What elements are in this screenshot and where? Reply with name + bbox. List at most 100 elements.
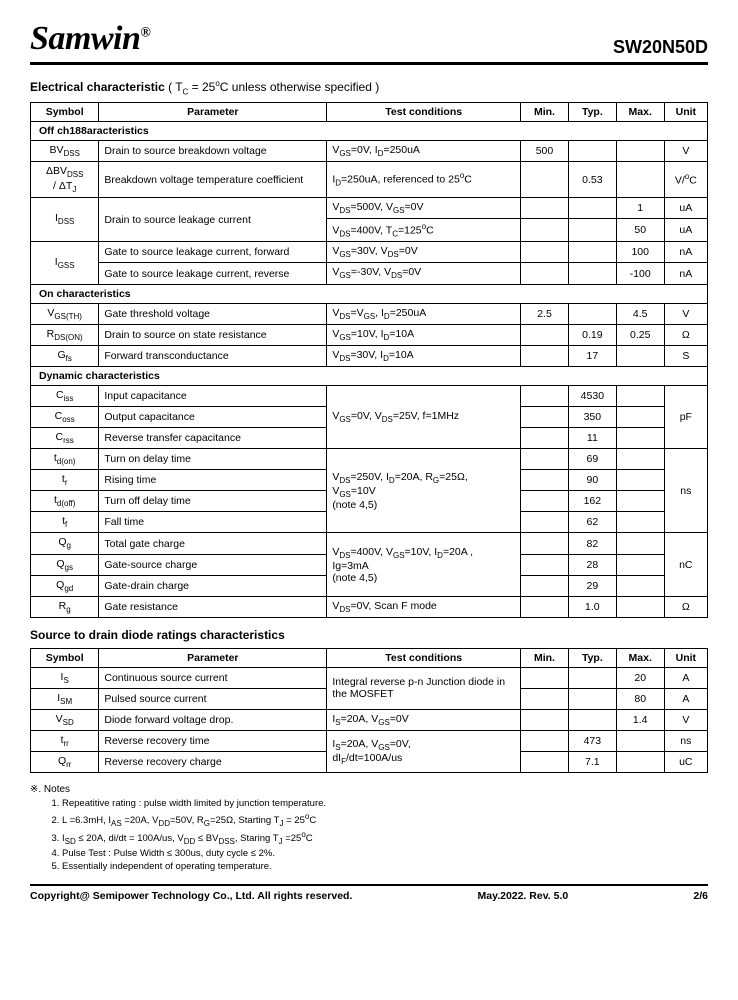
sec1-title: Electrical characteristic (30, 80, 165, 94)
cell-typ (568, 197, 616, 218)
cell-sym: ISM (31, 688, 99, 709)
cell-typ (568, 263, 616, 284)
table-row: td(on) Turn on delay time VDS=250V, ID=2… (31, 449, 708, 470)
cell-sym: tf (31, 512, 99, 533)
table-row: BVDSS Drain to source breakdown voltage … (31, 141, 708, 162)
section-title-electrical: Electrical characteristic ( TC = 25oC un… (30, 79, 708, 96)
cell-typ (568, 218, 616, 242)
cell-max (616, 470, 664, 491)
cell-tc: ID=250uA, referenced to 25oC (327, 162, 521, 197)
cell-min (521, 197, 569, 218)
cell-par: Gate to source leakage current, forward (99, 242, 327, 263)
cell-typ: 17 (568, 345, 616, 366)
cell-par: Reverse transfer capacitance (99, 428, 327, 449)
cell-sym: Rg (31, 596, 99, 617)
cell-tc: VDS=0V, Scan F mode (327, 596, 521, 617)
cell-par: Forward transconductance (99, 345, 327, 366)
cell-sym: td(off) (31, 491, 99, 512)
cell-unit: uC (664, 752, 707, 773)
th-min: Min. (521, 648, 569, 667)
cell-typ: 162 (568, 491, 616, 512)
subhead-off: Off ch188aracteristics (31, 122, 708, 141)
cell-min (521, 491, 569, 512)
cell-max (616, 596, 664, 617)
note-item: Repeatitive rating : pulse width limited… (62, 797, 708, 810)
cell-sym: RDS(ON) (31, 324, 99, 345)
cell-min (521, 731, 569, 752)
cell-max (616, 345, 664, 366)
cell-typ: 7.1 (568, 752, 616, 773)
cell-unit: V/oC (664, 162, 707, 197)
cell-par: Turn on delay time (99, 449, 327, 470)
cell-sym: Ciss (31, 385, 99, 406)
cell-sym: td(on) (31, 449, 99, 470)
cell-min: 2.5 (521, 303, 569, 324)
cell-max (616, 731, 664, 752)
footer-page: 2/6 (693, 890, 708, 902)
cell-typ: 473 (568, 731, 616, 752)
subhead-on: On characteristics (31, 284, 708, 303)
cell-par: Drain to source breakdown voltage (99, 141, 327, 162)
cell-typ: 90 (568, 470, 616, 491)
cell-par: Output capacitance (99, 406, 327, 427)
cell-sym: Qrr (31, 752, 99, 773)
cell-min (521, 428, 569, 449)
cell-sym: IDSS (31, 197, 99, 242)
cell-min (521, 345, 569, 366)
cell-typ: 29 (568, 575, 616, 596)
cell-typ: 28 (568, 554, 616, 575)
note-item: L =6.3mH, IAS =20A, VDD=50V, RG=25Ω, Sta… (62, 811, 708, 829)
cell-tc: Integral reverse p-n Junction diode in t… (327, 667, 521, 709)
cell-unit: nC (664, 533, 707, 596)
cell-sym: ΔBVDSS/ ΔTJ (31, 162, 99, 197)
cell-par: Turn off delay time (99, 491, 327, 512)
cell-min (521, 688, 569, 709)
cell-max: 0.25 (616, 324, 664, 345)
cell-par: Gate threshold voltage (99, 303, 327, 324)
cell-sym: Coss (31, 406, 99, 427)
cell-max (616, 141, 664, 162)
cell-tc: VGS=0V, VDS=25V, f=1MHz (327, 385, 521, 448)
cell-sym: Crss (31, 428, 99, 449)
cell-max (616, 512, 664, 533)
table-row: VSD Diode forward voltage drop. IS=20A, … (31, 710, 708, 731)
cell-min (521, 162, 569, 197)
note-item: Pulse Test : Pulse Width ≤ 300us, duty c… (62, 847, 708, 860)
cell-unit: Ω (664, 596, 707, 617)
cell-min (521, 533, 569, 554)
cell-typ: 0.19 (568, 324, 616, 345)
th-max: Max. (616, 648, 664, 667)
cell-tc: VGS=0V, ID=250uA (327, 141, 521, 162)
table-header-row: Symbol Parameter Test conditions Min. Ty… (31, 103, 708, 122)
cell-unit: A (664, 688, 707, 709)
table-row: RDS(ON) Drain to source on state resista… (31, 324, 708, 345)
cell-tc: VDS=400V, TC=125oC (327, 218, 521, 242)
cell-par: Drain to source leakage current (99, 197, 327, 242)
cell-par: Gate-drain charge (99, 575, 327, 596)
th-unit: Unit (664, 648, 707, 667)
cell-tc: VDS=400V, VGS=10V, ID=20A , Ig=3mA (note… (327, 533, 521, 596)
cell-max (616, 752, 664, 773)
cell-min (521, 710, 569, 731)
cell-tc: VDS=30V, ID=10A (327, 345, 521, 366)
cell-par: Reverse recovery charge (99, 752, 327, 773)
cell-tc: VGS=-30V, VDS=0V (327, 263, 521, 284)
cell-max (616, 428, 664, 449)
cell-max (616, 385, 664, 406)
cell-sym: Qgd (31, 575, 99, 596)
cell-par: Drain to source on state resistance (99, 324, 327, 345)
logo-text: Samwin (30, 20, 140, 57)
cell-min (521, 324, 569, 345)
cell-typ (568, 667, 616, 688)
table-row: Gfs Forward transconductance VDS=30V, ID… (31, 345, 708, 366)
cell-min (521, 263, 569, 284)
th-symbol: Symbol (31, 648, 99, 667)
diode-table: Symbol Parameter Test conditions Min. Ty… (30, 648, 708, 773)
subhead-dynamic: Dynamic characteristics (31, 366, 708, 385)
cell-max: 80 (616, 688, 664, 709)
cell-min (521, 554, 569, 575)
cell-unit: pF (664, 385, 707, 448)
cell-typ: 62 (568, 512, 616, 533)
cell-unit: V (664, 303, 707, 324)
cell-unit: V (664, 710, 707, 731)
